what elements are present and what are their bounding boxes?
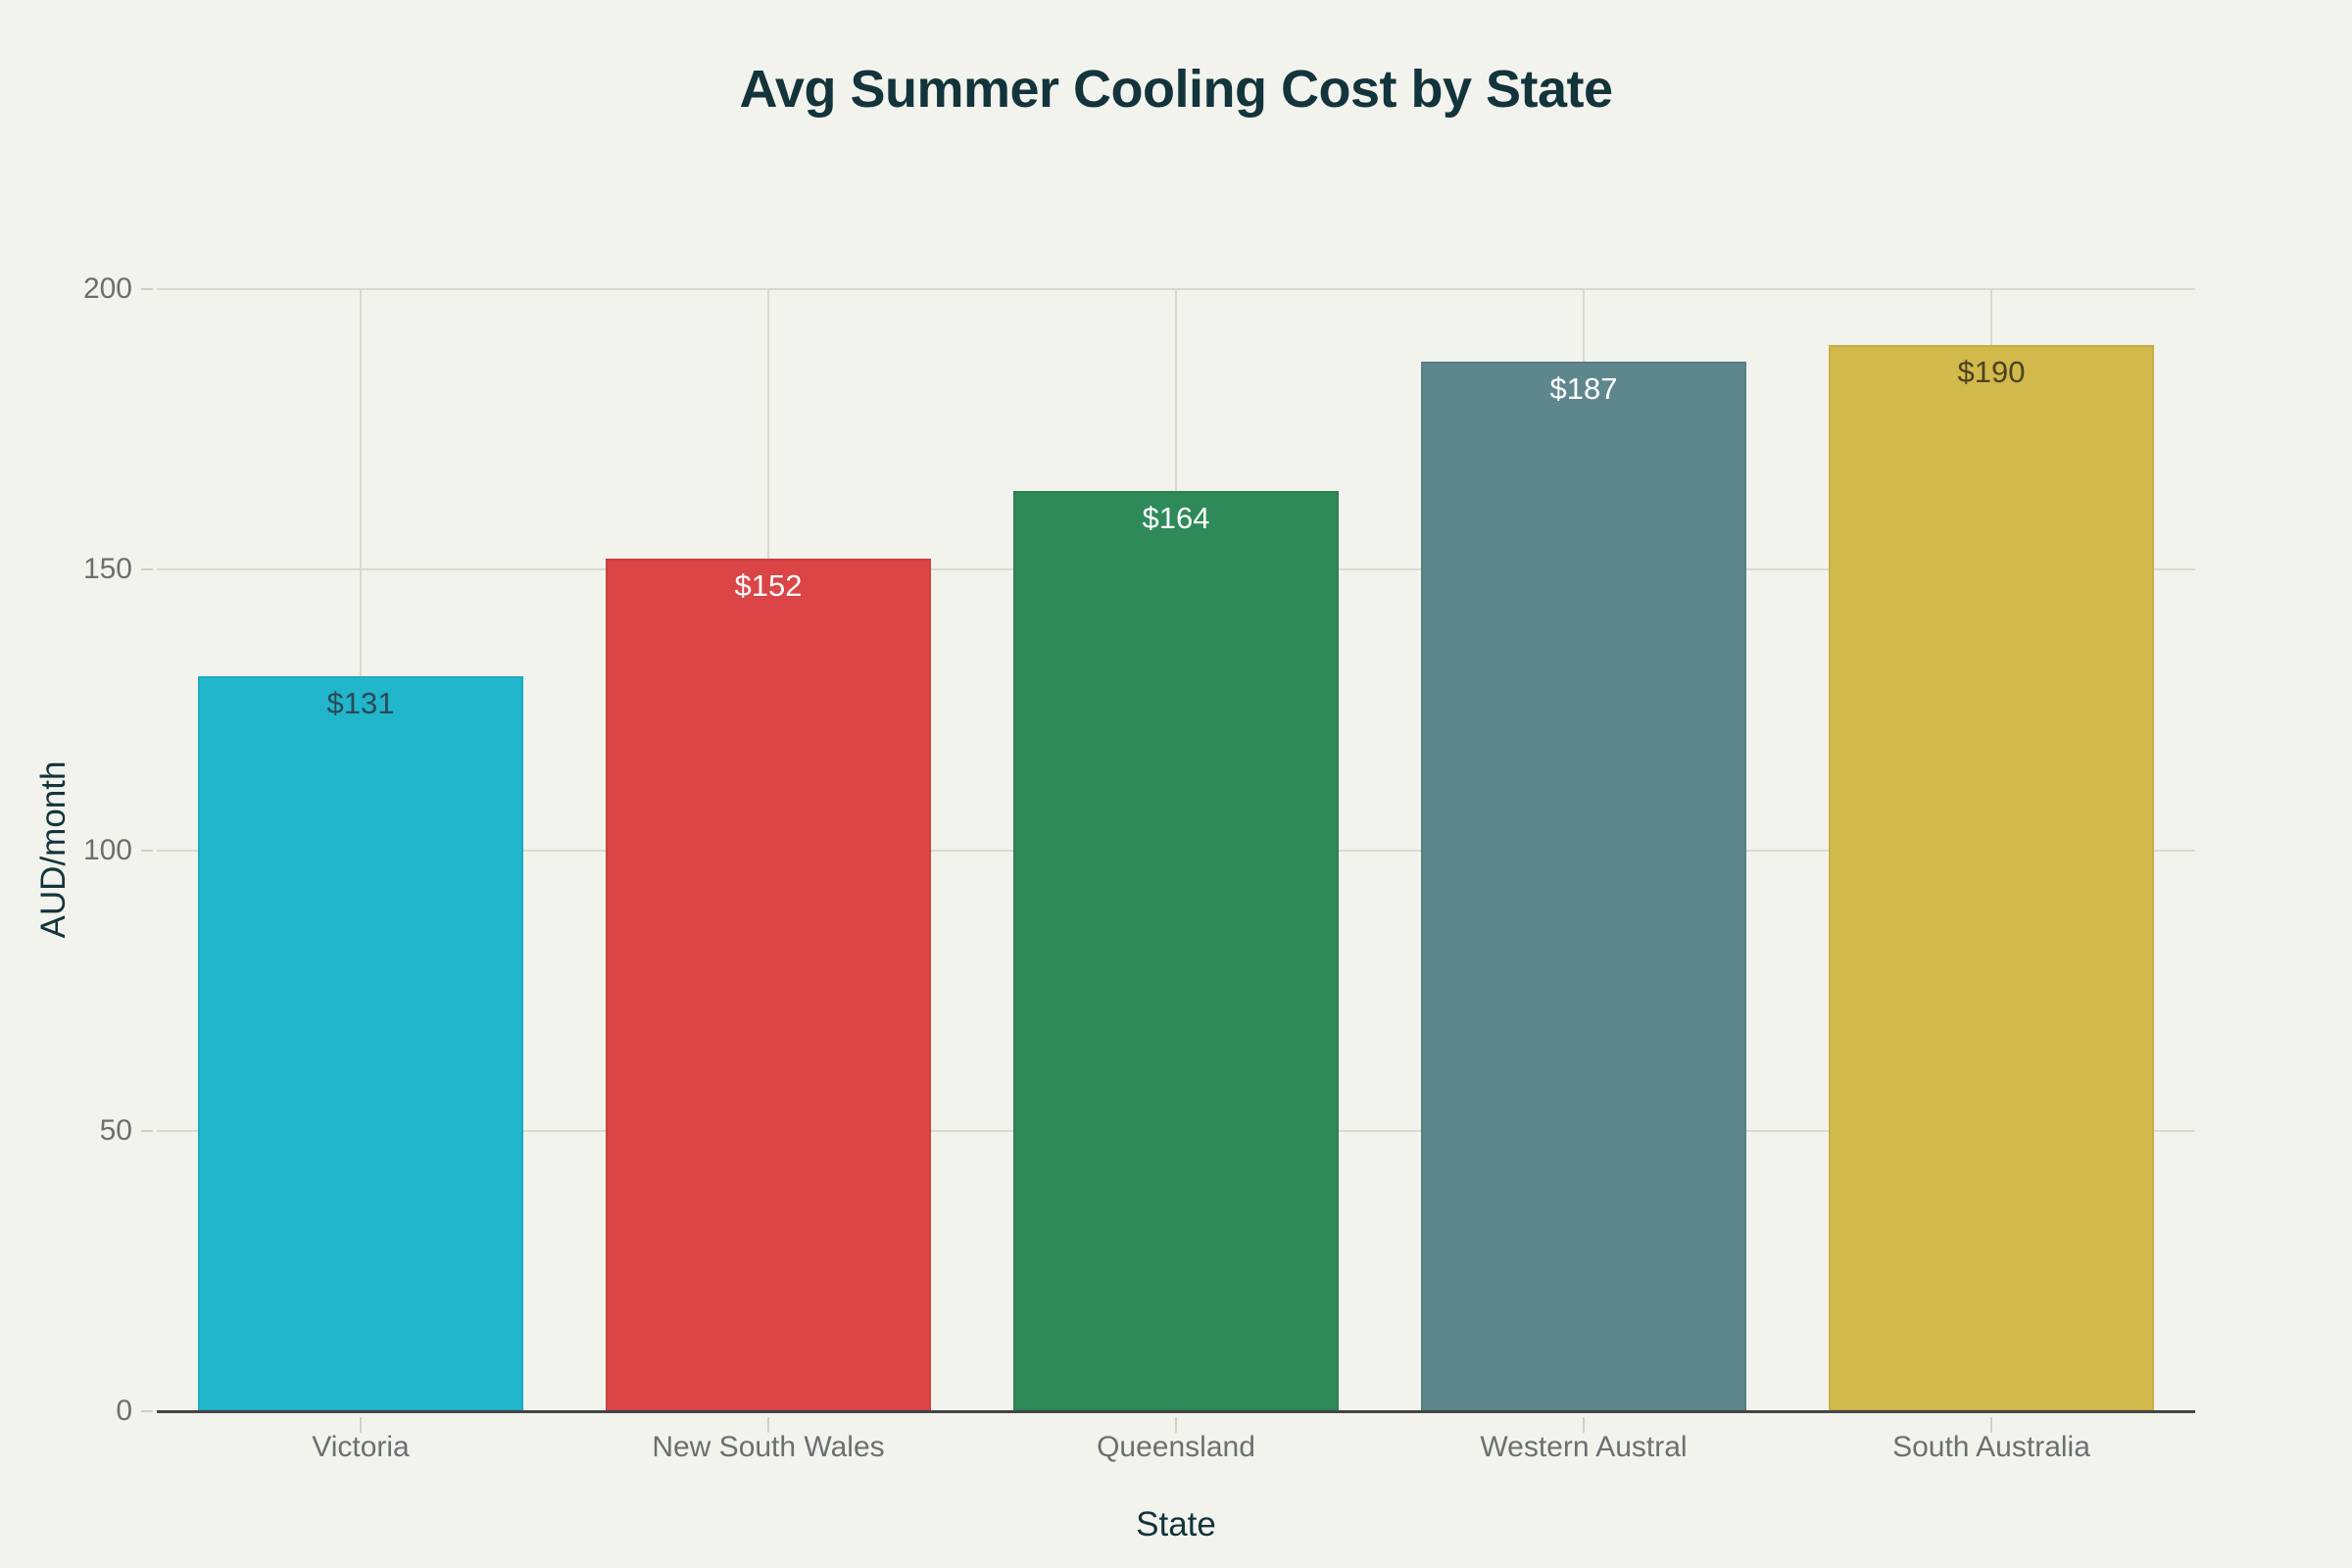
y-tick-label: 0 <box>116 1395 132 1427</box>
bar-value-label: $152 <box>734 567 803 603</box>
bar-victoria[interactable]: $131 <box>197 676 524 1411</box>
y-tick-label: 200 <box>82 272 132 305</box>
bar-queensland[interactable]: $164 <box>1012 491 1340 1411</box>
y-axis-title: AUD/month <box>34 760 73 939</box>
x-tick-mark <box>1583 1417 1585 1433</box>
x-axis-line <box>157 1410 2195 1413</box>
bar-value-label: $187 <box>1549 371 1618 407</box>
bar-south-australia[interactable]: $190 <box>1828 345 2155 1411</box>
y-tick-mark <box>141 568 153 571</box>
x-tick-mark <box>767 1417 769 1433</box>
x-tick-mark <box>360 1417 362 1433</box>
y-tick-label: 100 <box>82 833 132 866</box>
y-tick-label: 150 <box>82 553 132 586</box>
bar-value-label: $190 <box>1957 355 2026 390</box>
x-tick-label: Queensland <box>1097 1431 1255 1463</box>
y-tick-mark <box>141 288 153 290</box>
y-tick-label: 50 <box>99 1113 132 1147</box>
chart-title: Avg Summer Cooling Cost by State <box>739 60 1613 119</box>
y-tick-mark <box>141 1129 153 1132</box>
plot-area: 0 50 100 150 200 $131 Victoria $152 New South Wa… <box>83 272 2195 1463</box>
bar-value-label: $164 <box>1142 501 1210 536</box>
bar-value-label: $131 <box>326 686 395 721</box>
x-tick-label: Victoria <box>312 1431 410 1463</box>
y-tick-mark <box>141 1410 153 1412</box>
x-axis-title: State <box>1136 1505 1216 1544</box>
bar-western-austral[interactable]: $187 <box>1420 362 1747 1411</box>
x-tick-mark <box>1990 1417 1992 1433</box>
bar-new-south-wales[interactable]: $152 <box>605 558 932 1411</box>
x-tick-mark <box>1175 1417 1177 1433</box>
x-tick-label: South Australia <box>1892 1431 2090 1463</box>
y-tick-mark <box>141 849 153 852</box>
x-tick-label: New South Wales <box>652 1431 885 1463</box>
x-tick-label: Western Austral <box>1480 1431 1688 1463</box>
